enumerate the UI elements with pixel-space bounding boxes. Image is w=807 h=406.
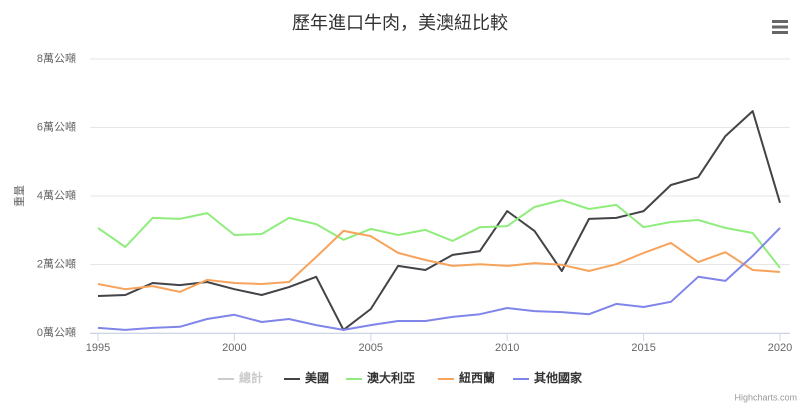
- y-tick-label: 6萬公噸: [37, 119, 76, 133]
- y-tick-label: 0萬公噸: [37, 325, 76, 339]
- y-tick-label: 2萬公噸: [37, 256, 76, 270]
- chart-title: 歷年進口牛肉，美澳紐比較: [292, 13, 508, 33]
- legend-label[interactable]: 紐西蘭: [459, 370, 495, 385]
- y-tick-label: 4萬公噸: [37, 188, 76, 202]
- x-tick-label: 2020: [768, 342, 792, 354]
- x-tick-label: 1995: [86, 342, 110, 354]
- legend-label[interactable]: 澳大利亞: [367, 370, 415, 385]
- menu-button[interactable]: [766, 14, 794, 40]
- legend-label[interactable]: 總計: [239, 370, 263, 385]
- x-tick-label: 2015: [631, 342, 655, 354]
- series-line: [97, 199, 781, 269]
- legend-label[interactable]: 其他國家: [534, 370, 583, 385]
- x-tick-label: 2005: [359, 342, 383, 354]
- series-line: [97, 229, 781, 293]
- y-axis-label: 重量: [12, 185, 26, 207]
- series-line: [97, 227, 781, 331]
- x-tick-label: 2010: [495, 342, 519, 354]
- x-tick-label: 2000: [222, 342, 246, 354]
- credits[interactable]: Highcharts.com: [734, 392, 797, 402]
- legend-label[interactable]: 美國: [305, 370, 329, 385]
- y-tick-label: 8萬公噸: [37, 51, 76, 65]
